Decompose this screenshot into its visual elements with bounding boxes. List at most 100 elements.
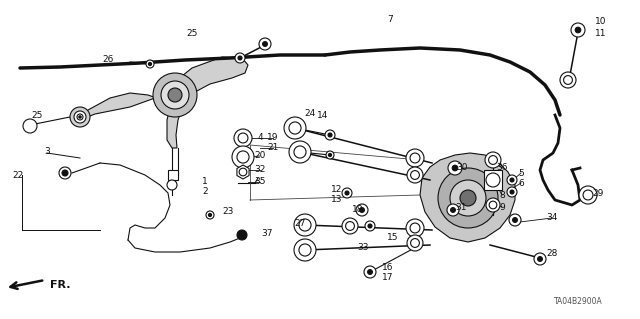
Circle shape [510, 178, 514, 182]
Circle shape [234, 129, 252, 147]
Circle shape [299, 244, 311, 256]
Circle shape [486, 173, 500, 187]
Circle shape [79, 116, 81, 118]
Circle shape [153, 73, 197, 117]
Text: 27: 27 [294, 219, 306, 227]
Text: 18: 18 [352, 205, 364, 214]
Circle shape [238, 56, 242, 60]
Circle shape [232, 146, 254, 168]
Circle shape [62, 170, 68, 176]
Circle shape [77, 114, 83, 120]
Circle shape [59, 167, 71, 179]
Circle shape [70, 107, 90, 127]
Circle shape [407, 235, 423, 251]
Polygon shape [237, 165, 249, 179]
Text: 20: 20 [254, 152, 266, 160]
Circle shape [447, 204, 459, 216]
Circle shape [325, 130, 335, 140]
Polygon shape [168, 170, 178, 180]
Circle shape [209, 213, 212, 217]
Circle shape [507, 187, 517, 197]
Circle shape [450, 180, 486, 216]
Text: 30: 30 [456, 164, 468, 173]
Circle shape [406, 149, 424, 167]
Circle shape [237, 151, 249, 163]
Circle shape [262, 41, 268, 46]
Circle shape [451, 208, 456, 212]
Text: 29: 29 [592, 189, 604, 198]
Circle shape [564, 76, 572, 85]
Text: FR.: FR. [50, 280, 70, 290]
Text: 32: 32 [254, 166, 266, 174]
Circle shape [448, 161, 462, 175]
Circle shape [579, 186, 597, 204]
Text: 25: 25 [31, 112, 43, 121]
Circle shape [326, 151, 334, 159]
Text: 6: 6 [518, 179, 524, 188]
Circle shape [206, 211, 214, 219]
Circle shape [294, 214, 316, 236]
Circle shape [74, 111, 86, 123]
Text: 13: 13 [332, 196, 343, 204]
Circle shape [239, 168, 247, 176]
Text: 3: 3 [44, 147, 50, 157]
Text: TA04B2900A: TA04B2900A [554, 297, 602, 306]
Circle shape [486, 198, 500, 212]
Text: 1: 1 [202, 176, 208, 186]
Circle shape [571, 23, 585, 37]
Circle shape [346, 222, 355, 230]
Circle shape [364, 266, 376, 278]
Circle shape [485, 152, 501, 168]
Text: 37: 37 [261, 228, 273, 238]
Circle shape [365, 221, 375, 231]
Circle shape [148, 63, 152, 66]
Circle shape [410, 223, 420, 233]
Text: 26: 26 [102, 56, 114, 64]
Text: 33: 33 [357, 243, 369, 253]
Text: 8: 8 [499, 190, 505, 199]
Circle shape [235, 53, 245, 63]
Circle shape [28, 124, 32, 128]
Circle shape [583, 190, 593, 200]
Circle shape [406, 219, 424, 237]
Text: 23: 23 [222, 207, 234, 217]
Circle shape [342, 188, 352, 198]
Circle shape [489, 201, 497, 209]
Circle shape [538, 256, 543, 261]
Circle shape [146, 60, 154, 68]
Circle shape [368, 224, 372, 228]
Circle shape [452, 165, 458, 171]
Text: 28: 28 [547, 249, 557, 257]
Circle shape [168, 88, 182, 102]
Circle shape [284, 117, 306, 139]
Text: 2: 2 [202, 187, 208, 196]
Circle shape [534, 253, 546, 265]
Text: 15: 15 [387, 233, 399, 241]
Circle shape [161, 81, 189, 109]
Circle shape [294, 146, 306, 158]
Text: 21: 21 [268, 144, 278, 152]
Circle shape [360, 208, 364, 212]
Circle shape [367, 270, 372, 274]
Circle shape [259, 38, 271, 50]
Circle shape [289, 122, 301, 134]
Text: 16: 16 [382, 263, 394, 272]
Circle shape [488, 156, 497, 164]
Circle shape [299, 219, 311, 231]
Circle shape [510, 190, 514, 194]
Text: 4: 4 [257, 133, 263, 143]
Text: 19: 19 [268, 133, 279, 143]
Circle shape [410, 153, 420, 163]
Circle shape [23, 119, 37, 133]
Text: 31: 31 [455, 204, 467, 212]
Text: 14: 14 [317, 110, 329, 120]
Circle shape [513, 218, 517, 222]
Circle shape [438, 168, 498, 228]
Circle shape [289, 141, 311, 163]
Text: 34: 34 [547, 213, 557, 222]
Circle shape [167, 180, 177, 190]
Circle shape [238, 133, 248, 143]
Circle shape [345, 191, 349, 195]
Circle shape [509, 214, 521, 226]
Text: 22: 22 [12, 170, 24, 180]
